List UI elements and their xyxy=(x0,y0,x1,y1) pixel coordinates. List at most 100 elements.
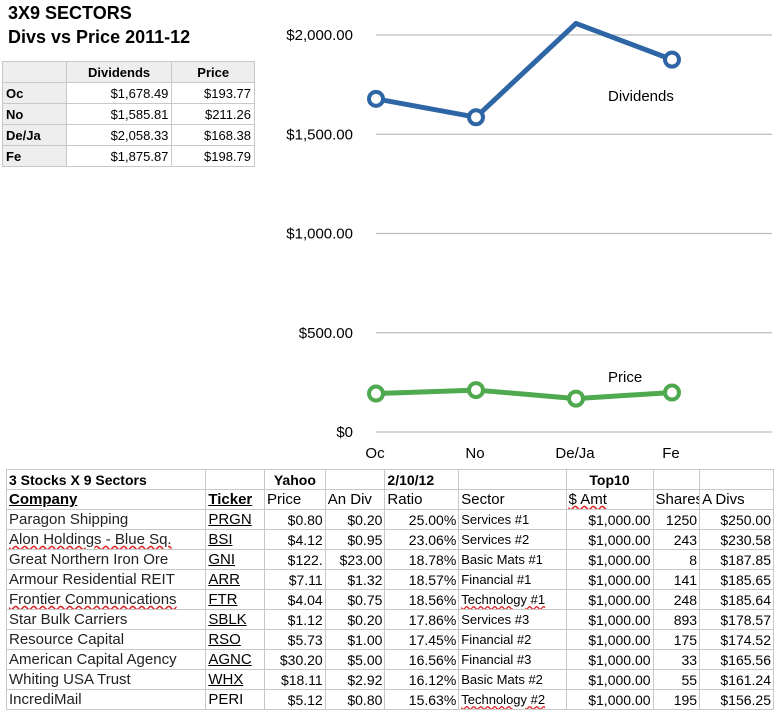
stocks-header: Company Ticker Price An Div Ratio Sector $ Amt… xyxy=(5,489,774,510)
x-tick-label: De/Ja xyxy=(555,445,595,462)
cell-ratio: 15.63% xyxy=(384,689,460,710)
page-title: 3X9 SECTORS xyxy=(8,3,132,23)
cell-company: Resource Capital xyxy=(5,629,207,650)
stocks-header-col-adivs: A Divs xyxy=(699,489,774,510)
cell-price: $5.73 xyxy=(264,629,326,650)
cell-sector: Financial #3 xyxy=(458,649,567,670)
series-line-price xyxy=(375,387,673,402)
cell-company: Armour Residential REIT xyxy=(5,569,207,590)
stocks-header-top-cell xyxy=(699,469,774,490)
cell-sector: Services #2 xyxy=(458,529,567,550)
cell-ticker: PRGN xyxy=(205,509,266,530)
series-label-dividends: Dividends xyxy=(608,88,674,105)
cell-amt: $1,000.00 xyxy=(565,589,654,610)
cell-company: Star Bulk Carriers xyxy=(5,609,207,630)
series-label-price: Price xyxy=(608,369,642,386)
summary-row: De/Ja $2,058.33 $168.38 xyxy=(2,124,255,146)
stocks-table: 3 Stocks X 9 Sectors Yahoo 2/10/12 Top10 Co… xyxy=(5,469,774,710)
summary-corner xyxy=(2,61,67,83)
summary-col-price: Price xyxy=(171,61,255,83)
cell-price: $7.11 xyxy=(264,569,326,590)
y-tick-label: $1,000.00 xyxy=(286,226,353,243)
stocks-header-top-cell xyxy=(324,469,386,490)
table-row: Paragon Shipping PRGN $0.80 $0.20 25.00% Serv… xyxy=(5,509,774,530)
stocks-header-top-cell: 3 Stocks X 9 Sectors xyxy=(5,469,207,490)
stocks-header-top-cell: Yahoo xyxy=(264,469,326,490)
stocks-header-top-cell: 2/10/12 xyxy=(384,469,460,490)
cell-andiv: $0.80 xyxy=(324,689,386,710)
cell-andiv: $1.00 xyxy=(324,629,386,650)
y-tick-label: $2,000.00 xyxy=(286,27,353,44)
stocks-header-col-price: Price xyxy=(264,489,326,510)
cell-company: Paragon Shipping xyxy=(5,509,207,530)
cell-price: $0.80 xyxy=(264,509,326,530)
stocks-header-top-cell xyxy=(652,469,701,490)
cell-andiv: $0.95 xyxy=(324,529,386,550)
summary-table: Dividends Price Oc $1,678.49 $193.77 No … xyxy=(2,61,255,167)
stocks-header-col-sector: Sector xyxy=(458,489,567,510)
cell-amt: $1,000.00 xyxy=(565,549,654,570)
x-tick-label: Fe xyxy=(662,445,680,462)
cell-company: Alon Holdings - Blue Sq. xyxy=(5,529,207,550)
cell-amt: $1,000.00 xyxy=(565,509,654,530)
cell-price: $1.12 xyxy=(264,609,326,630)
cell-adivs: $187.85 xyxy=(699,549,774,570)
summary-row: No $1,585.81 $211.26 xyxy=(2,103,255,125)
summary-row-label: De/Ja xyxy=(2,124,67,146)
cell-ratio: 18.78% xyxy=(384,549,460,570)
cell-ticker: PERI xyxy=(205,689,266,710)
cell-price: $122. xyxy=(264,549,326,570)
cell-shares: 1250 xyxy=(652,509,701,530)
table-row: Armour Residential REIT ARR $7.11 $1.32 18.5… xyxy=(5,569,774,590)
cell-price: $4.04 xyxy=(264,589,326,610)
table-row: Resource Capital RSO $5.73 $1.00 17.45% Finan… xyxy=(5,629,774,650)
cell-andiv: $5.00 xyxy=(324,649,386,670)
cell-ratio: 18.56% xyxy=(384,589,460,610)
summary-price: $193.77 xyxy=(171,82,255,104)
summary-price: $211.26 xyxy=(171,103,255,125)
cell-andiv: $0.20 xyxy=(324,609,386,630)
cell-company: Whiting USA Trust xyxy=(5,669,207,690)
cell-shares: 175 xyxy=(652,629,701,650)
stocks-header-top-cell xyxy=(205,469,266,490)
cell-adivs: $156.25 xyxy=(699,689,774,710)
summary-row: Fe $1,875.87 $198.79 xyxy=(2,145,255,167)
summary-dividends: $1,585.81 xyxy=(65,103,173,125)
cell-ratio: 25.00% xyxy=(384,509,460,530)
cell-price: $30.20 xyxy=(264,649,326,670)
cell-company: American Capital Agency xyxy=(5,649,207,670)
cell-ticker: WHX xyxy=(205,669,266,690)
cell-amt: $1,000.00 xyxy=(565,689,654,710)
table-row: IncrediMail PERI $5.12 $0.80 15.63% Technolog… xyxy=(5,689,774,710)
cell-company: Great Northern Iron Ore xyxy=(5,549,207,570)
stocks-header-top: 3 Stocks X 9 Sectors Yahoo 2/10/12 Top10 xyxy=(5,469,774,490)
cell-andiv: $2.92 xyxy=(324,669,386,690)
cell-ticker: SBLK xyxy=(205,609,266,630)
cell-price: $4.12 xyxy=(264,529,326,550)
cell-sector: Financial #2 xyxy=(458,629,567,650)
table-row: Alon Holdings - Blue Sq. BSI $4.12 $0.95 23.… xyxy=(5,529,774,550)
cell-amt: $1,000.00 xyxy=(565,569,654,590)
cell-andiv: $0.20 xyxy=(324,509,386,530)
cell-adivs: $178.57 xyxy=(699,609,774,630)
summary-col-dividends: Dividends xyxy=(65,61,173,83)
data-point-dividends xyxy=(663,50,681,69)
cell-sector: Services #1 xyxy=(458,509,567,530)
cell-shares: 141 xyxy=(652,569,701,590)
stocks-header-top-cell xyxy=(458,469,567,490)
cell-ticker: RSO xyxy=(205,629,266,650)
cell-ticker: FTR xyxy=(205,589,266,610)
cell-shares: 195 xyxy=(652,689,701,710)
cell-adivs: $165.56 xyxy=(699,649,774,670)
page-subtitle: Divs vs Price 2011-12 xyxy=(8,27,191,47)
data-point-price xyxy=(567,389,585,408)
cell-andiv: $1.32 xyxy=(324,569,386,590)
data-point-dividends xyxy=(367,89,385,108)
cell-andiv: $0.75 xyxy=(324,589,386,610)
cell-price: $18.11 xyxy=(264,669,326,690)
data-point-dividends xyxy=(467,108,485,127)
cell-adivs: $230.58 xyxy=(699,529,774,550)
summary-price: $198.79 xyxy=(171,145,255,167)
data-point-price xyxy=(367,384,385,403)
line-chart: $0 $500.00 $1,000.00 $1,500.00 $2,000.00 Oc No… xyxy=(286,20,772,462)
